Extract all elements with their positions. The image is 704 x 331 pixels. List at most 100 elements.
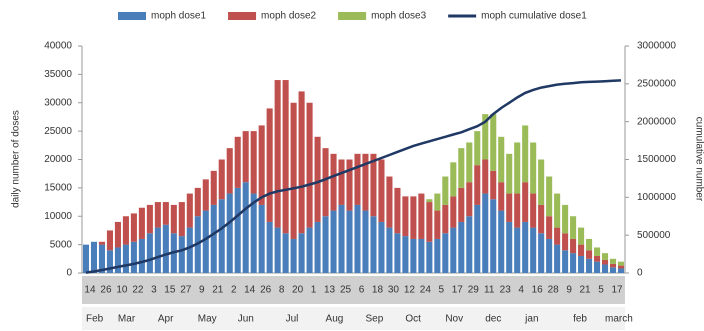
bar xyxy=(402,196,409,237)
bar xyxy=(434,210,441,239)
bar xyxy=(146,204,153,234)
bar xyxy=(146,233,153,273)
bar xyxy=(186,193,193,228)
x-tick-label: 24 xyxy=(420,285,432,296)
bar xyxy=(290,102,297,239)
y-tick-label: 15000 xyxy=(44,183,72,194)
x-tick-label: 20 xyxy=(292,285,304,296)
bar xyxy=(402,236,409,273)
bar xyxy=(274,80,281,228)
bar xyxy=(362,153,369,211)
bar xyxy=(426,241,433,273)
bar xyxy=(418,238,425,273)
bar xyxy=(514,193,521,228)
bar xyxy=(554,244,561,273)
bar xyxy=(570,253,577,273)
bar xyxy=(586,250,593,259)
bar xyxy=(186,227,193,273)
bar xyxy=(450,227,457,273)
bar xyxy=(130,213,137,242)
bar xyxy=(474,165,481,205)
bar xyxy=(210,204,217,273)
bar xyxy=(562,233,569,251)
month-label: May xyxy=(198,314,217,325)
month-label: Mar xyxy=(118,314,136,325)
bar xyxy=(522,221,529,273)
x-tick-label: 5 xyxy=(439,285,445,296)
bar xyxy=(426,202,433,242)
bar xyxy=(90,241,98,273)
x-tick-label: 11 xyxy=(484,285,495,296)
x-tick-label: 21 xyxy=(580,285,592,296)
x-tick-label: 14 xyxy=(244,285,256,296)
bar xyxy=(498,136,505,183)
bar xyxy=(162,224,169,273)
bar xyxy=(506,153,513,194)
bar xyxy=(450,162,457,197)
month-label: Apr xyxy=(158,314,174,325)
bar xyxy=(490,199,497,273)
x-tick-label: 22 xyxy=(132,285,144,296)
x-tick-label: 16 xyxy=(532,285,544,296)
x-tick-label: 5 xyxy=(598,285,604,296)
y2-tick-label: 1500000 xyxy=(637,154,676,165)
y2-tick-label: 3000000 xyxy=(637,41,676,52)
bar xyxy=(298,91,305,234)
x-tick-label: 6 xyxy=(359,285,365,296)
bar xyxy=(226,148,233,194)
bar xyxy=(354,153,361,205)
bar xyxy=(562,250,569,273)
bar xyxy=(466,142,473,183)
bar xyxy=(458,148,465,188)
x-tick-label: 13 xyxy=(324,285,336,296)
bar xyxy=(609,267,617,273)
bar xyxy=(514,227,521,273)
y-tick-label: 30000 xyxy=(44,97,72,108)
bar xyxy=(98,244,105,273)
bar xyxy=(538,204,545,234)
bar xyxy=(442,233,449,273)
month-label: Aug xyxy=(326,314,344,325)
bar xyxy=(258,204,265,273)
bar xyxy=(138,207,145,239)
month-label: Jul xyxy=(286,314,299,325)
bar xyxy=(330,210,337,273)
x-tick-label: 29 xyxy=(468,285,480,296)
bar xyxy=(474,131,481,166)
bar xyxy=(386,227,393,273)
y2-tick-label: 0 xyxy=(637,268,643,279)
x-tick-label: 23 xyxy=(500,285,512,296)
x-tick-label: 30 xyxy=(388,285,400,296)
bar xyxy=(442,176,449,205)
bar xyxy=(450,196,457,228)
x-tick-label: 12 xyxy=(404,285,416,296)
month-label: feb xyxy=(573,314,587,325)
bar xyxy=(482,193,489,273)
bar xyxy=(266,108,273,222)
month-label: jan xyxy=(524,314,538,325)
bar xyxy=(370,153,377,217)
bar xyxy=(546,176,553,217)
x-tick-label: 15 xyxy=(164,285,176,296)
bar xyxy=(602,253,609,260)
y2-axis-label: cumulative number xyxy=(693,117,704,202)
bar xyxy=(154,227,161,273)
bar xyxy=(306,102,313,228)
x-tick-label: 18 xyxy=(372,285,384,296)
month-label: march xyxy=(605,314,633,325)
bar xyxy=(442,204,449,234)
bar xyxy=(410,196,417,239)
bar xyxy=(617,268,625,273)
bar xyxy=(474,204,481,273)
bar xyxy=(258,125,265,205)
bar xyxy=(234,187,241,273)
x-tick-label: 9 xyxy=(566,285,572,296)
bar xyxy=(498,182,505,211)
month-label: dec xyxy=(485,314,501,325)
bar xyxy=(546,238,553,273)
bar xyxy=(458,187,465,222)
legend-label: moph dose3 xyxy=(371,11,426,22)
x-tick-label: 2 xyxy=(231,285,237,296)
bar xyxy=(378,221,385,273)
bar xyxy=(122,244,129,273)
